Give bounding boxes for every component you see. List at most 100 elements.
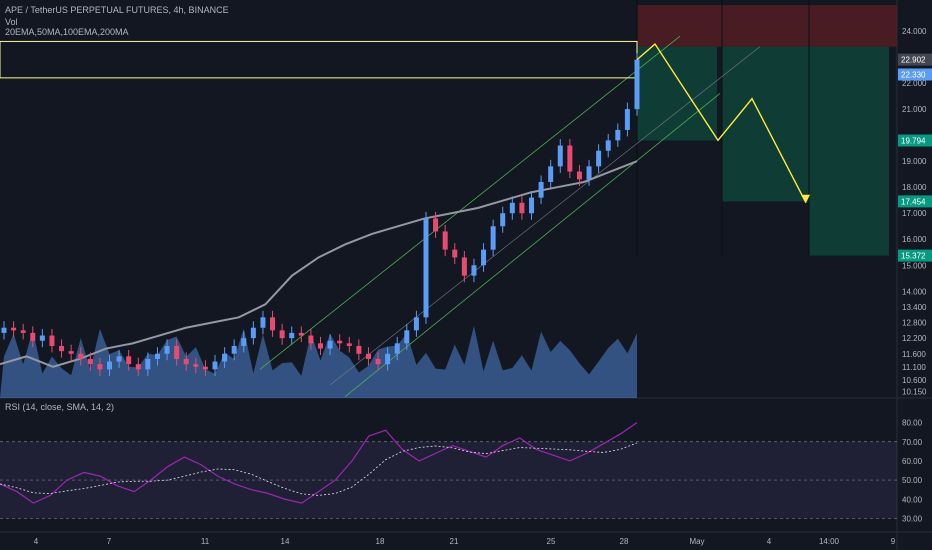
price-tick-label: 22.000 xyxy=(902,79,927,88)
candle-body xyxy=(624,109,630,130)
candle-body xyxy=(126,356,132,365)
candle-body xyxy=(1,327,7,333)
price-tick-label: 12.800 xyxy=(902,319,927,328)
candle-body xyxy=(174,345,180,359)
time-tick-label: 21 xyxy=(450,537,459,546)
price-label-bg xyxy=(898,134,932,147)
candle-body xyxy=(107,361,112,370)
candle-body xyxy=(20,330,26,333)
rsi-sma-line xyxy=(0,442,638,496)
candle-body xyxy=(193,364,199,367)
candle-body xyxy=(87,358,93,365)
price-label-bg xyxy=(898,249,932,262)
candle-body xyxy=(500,213,506,227)
time-tick-label: 9 xyxy=(891,537,896,546)
price-tick-label: 19.000 xyxy=(902,157,927,166)
chart-title: APE / TetherUS PERPETUAL FUTURES, 4h, BI… xyxy=(5,5,229,15)
candle-body xyxy=(270,317,276,331)
rsi-tick-label: 50.00 xyxy=(902,476,923,485)
channel-upper-line xyxy=(259,35,681,370)
candle-body xyxy=(30,332,36,341)
candle-body xyxy=(529,197,534,214)
rsi-tick-label: 60.00 xyxy=(902,457,923,466)
candle-body xyxy=(68,351,74,354)
price-tick-label: 12.200 xyxy=(902,334,927,343)
candle-body xyxy=(212,361,218,370)
price-tick-label: 16.000 xyxy=(902,235,927,244)
candle-body xyxy=(11,327,17,331)
projection-path xyxy=(636,42,807,204)
candle-body xyxy=(260,317,266,328)
candle-body xyxy=(596,150,602,167)
candle-body xyxy=(97,364,103,370)
candle-body xyxy=(250,327,256,339)
candle-body xyxy=(519,202,525,214)
candle-body xyxy=(576,171,582,180)
price-tick-label: 18.000 xyxy=(902,183,927,192)
volume-label: Vol xyxy=(5,17,18,27)
time-tick-label: 14:00 xyxy=(819,537,840,546)
price-tick-label: 11.600 xyxy=(902,350,926,359)
candle-body xyxy=(394,343,400,354)
candle-body xyxy=(404,330,410,344)
time-tick-label: 7 xyxy=(107,537,112,546)
price-label: 22.330 xyxy=(901,70,926,79)
candle-body xyxy=(164,345,170,354)
candle-body xyxy=(39,335,45,341)
candle-body xyxy=(289,332,295,339)
candle-body xyxy=(154,353,160,359)
candle-body xyxy=(452,249,458,258)
rsi-label: RSI (14, close, SMA, 14, 2) xyxy=(5,402,115,412)
time-tick-label: 28 xyxy=(620,537,629,546)
time-tick-label: May xyxy=(689,537,704,546)
candle-body xyxy=(78,353,84,359)
price-label: 22.902 xyxy=(901,56,926,65)
candle-body xyxy=(615,129,621,141)
candle-body xyxy=(557,145,563,167)
candle-body xyxy=(442,231,448,250)
price-tick-label: 24.000 xyxy=(902,27,927,36)
candle-body xyxy=(356,345,362,354)
projection-arrowhead xyxy=(801,194,810,203)
time-tick-label: 11 xyxy=(201,537,210,546)
rsi-band xyxy=(0,441,897,519)
candle-body xyxy=(222,353,228,362)
candle-body xyxy=(327,340,333,349)
rsi-tick-label: 70.00 xyxy=(902,438,923,447)
candle-body xyxy=(509,202,515,214)
candle-body xyxy=(298,332,304,336)
price-label-bg xyxy=(898,195,932,208)
candle-body xyxy=(59,345,65,352)
candle-body xyxy=(279,330,285,339)
price-label-bg xyxy=(898,68,932,81)
price-tick-label: 10.150 xyxy=(902,387,927,396)
price-tick-label: 21.000 xyxy=(902,105,927,114)
moving-average-label: 20EMA,50MA,100EMA,200MA xyxy=(5,27,129,37)
candle-body xyxy=(231,345,237,354)
candle-body xyxy=(548,166,554,182)
rsi-line xyxy=(0,422,638,504)
candle-body xyxy=(413,317,419,331)
price-label: 17.454 xyxy=(901,197,926,206)
candle-body xyxy=(346,343,352,346)
time-tick-label: 25 xyxy=(547,537,556,546)
price-tick-label: 13.400 xyxy=(902,303,927,312)
candle-body xyxy=(183,358,189,365)
price-tick-label: 11.100 xyxy=(902,363,926,372)
volume-area xyxy=(0,325,637,398)
price-label: 19.794 xyxy=(901,136,926,145)
rsi-tick-label: 80.00 xyxy=(902,419,923,428)
candle-body xyxy=(586,166,592,180)
channel-mid-line xyxy=(329,46,761,386)
price-tick-label: 15.000 xyxy=(902,261,927,270)
stop-loss-zone xyxy=(637,5,897,47)
price-tick-label: 14.000 xyxy=(902,287,927,296)
candle-body xyxy=(538,181,544,198)
candle-body xyxy=(241,338,247,346)
candle-body xyxy=(365,353,371,359)
time-tick-label: 4 xyxy=(767,537,772,546)
time-tick-label: 14 xyxy=(281,537,290,546)
price-label-bg xyxy=(898,53,932,66)
